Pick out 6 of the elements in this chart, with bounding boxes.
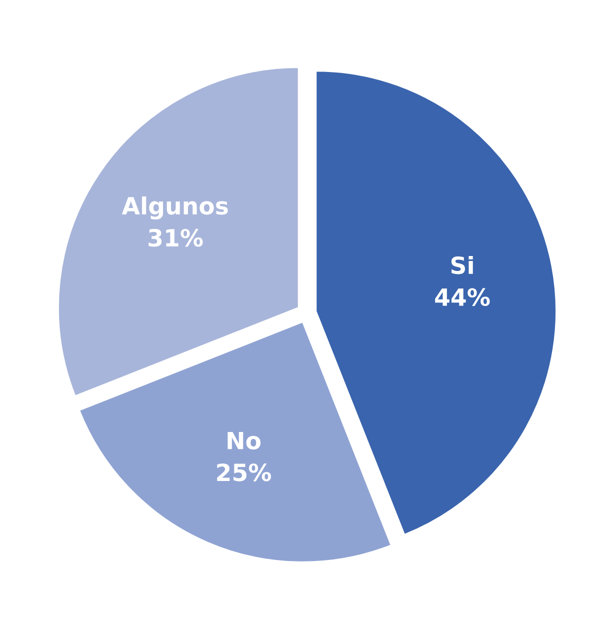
- data-label: 25%: [217, 463, 272, 482]
- slice-label: No: [228, 432, 260, 450]
- slice-label: Algunos: [122, 196, 228, 220]
- slice-label: Si: [451, 256, 473, 274]
- data-label: 31%: [148, 228, 203, 247]
- data-label: 44%: [435, 288, 490, 306]
